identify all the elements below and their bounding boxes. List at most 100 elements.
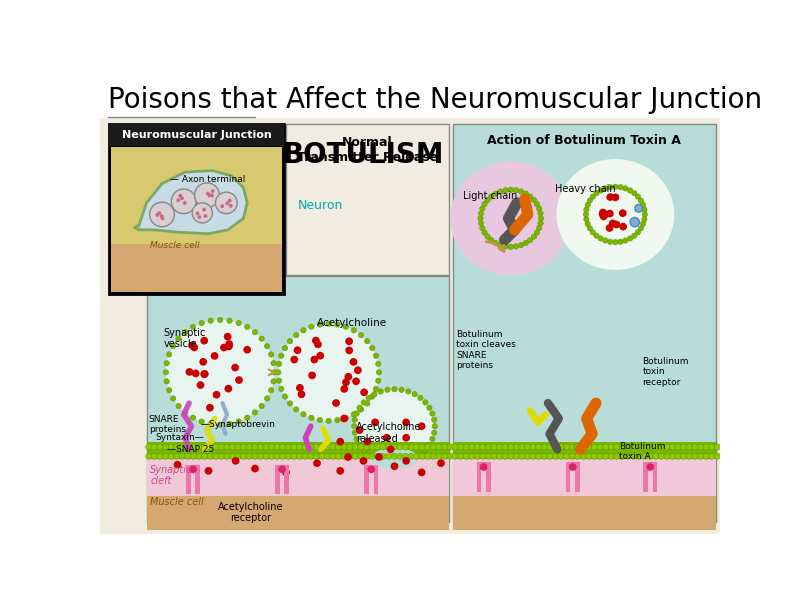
Circle shape — [252, 453, 258, 460]
Circle shape — [436, 453, 442, 460]
Circle shape — [563, 444, 570, 450]
Bar — [110, 124, 284, 146]
Circle shape — [351, 412, 357, 417]
Circle shape — [569, 453, 575, 460]
Circle shape — [264, 396, 270, 401]
Circle shape — [179, 453, 186, 460]
Circle shape — [224, 333, 231, 341]
Circle shape — [618, 239, 623, 244]
Circle shape — [602, 238, 608, 243]
Circle shape — [546, 453, 553, 460]
Circle shape — [419, 453, 426, 460]
Text: Acetylcholine: Acetylcholine — [317, 319, 387, 328]
Circle shape — [336, 438, 344, 445]
Circle shape — [486, 444, 491, 450]
Circle shape — [241, 444, 246, 450]
Circle shape — [201, 370, 209, 378]
Circle shape — [534, 202, 540, 207]
Circle shape — [436, 444, 442, 450]
Circle shape — [162, 453, 169, 460]
Circle shape — [185, 444, 191, 450]
Circle shape — [474, 444, 480, 450]
Circle shape — [341, 444, 347, 450]
Circle shape — [558, 453, 564, 460]
Circle shape — [346, 347, 353, 354]
Circle shape — [482, 230, 487, 235]
Circle shape — [314, 340, 322, 348]
Circle shape — [583, 212, 589, 217]
Bar — [477, 463, 490, 469]
Circle shape — [419, 444, 426, 450]
Circle shape — [463, 453, 470, 460]
Circle shape — [372, 455, 377, 461]
Circle shape — [204, 210, 208, 214]
Circle shape — [351, 424, 357, 429]
Circle shape — [218, 317, 223, 323]
Circle shape — [430, 436, 435, 442]
Circle shape — [196, 211, 200, 215]
Circle shape — [514, 188, 518, 193]
Circle shape — [552, 444, 558, 450]
Bar — [653, 463, 658, 491]
Circle shape — [530, 444, 536, 450]
Text: Action of Botulinum Toxin A: Action of Botulinum Toxin A — [487, 134, 682, 146]
Circle shape — [163, 208, 167, 212]
Circle shape — [186, 368, 194, 376]
Text: Botulinum
toxin A: Botulinum toxin A — [619, 442, 666, 461]
Circle shape — [271, 379, 276, 384]
Circle shape — [380, 453, 386, 460]
Circle shape — [397, 444, 403, 450]
Circle shape — [402, 419, 410, 426]
Circle shape — [594, 233, 599, 238]
Circle shape — [366, 395, 371, 401]
Bar — [566, 463, 570, 491]
Circle shape — [502, 453, 508, 460]
Circle shape — [591, 444, 598, 450]
Circle shape — [346, 337, 353, 345]
Circle shape — [412, 455, 418, 461]
Circle shape — [502, 444, 508, 450]
Circle shape — [541, 453, 547, 460]
Circle shape — [287, 338, 293, 344]
Text: —Synaptobrevin: —Synaptobrevin — [201, 420, 276, 429]
Circle shape — [357, 442, 362, 448]
Circle shape — [392, 386, 398, 392]
Circle shape — [176, 336, 182, 341]
Circle shape — [358, 407, 364, 412]
Circle shape — [251, 464, 259, 472]
Circle shape — [230, 453, 236, 460]
Circle shape — [587, 226, 593, 231]
Circle shape — [585, 221, 590, 227]
Circle shape — [286, 453, 291, 460]
Circle shape — [330, 444, 336, 450]
Circle shape — [231, 364, 239, 371]
Circle shape — [190, 324, 196, 329]
Circle shape — [452, 444, 458, 450]
Circle shape — [358, 444, 364, 450]
Circle shape — [324, 453, 330, 460]
Circle shape — [430, 411, 435, 416]
Circle shape — [194, 183, 219, 208]
Circle shape — [274, 453, 280, 460]
Circle shape — [174, 453, 180, 460]
Circle shape — [188, 341, 196, 349]
Circle shape — [346, 444, 353, 450]
Circle shape — [296, 384, 304, 392]
Circle shape — [508, 244, 514, 250]
Circle shape — [182, 410, 188, 415]
Circle shape — [698, 444, 703, 450]
Circle shape — [630, 444, 637, 450]
Circle shape — [408, 444, 414, 450]
Circle shape — [497, 453, 502, 460]
Circle shape — [157, 453, 163, 460]
Bar — [643, 463, 648, 491]
Circle shape — [232, 457, 239, 464]
Circle shape — [469, 444, 474, 450]
Circle shape — [418, 469, 426, 476]
Bar — [286, 124, 449, 275]
Circle shape — [358, 332, 364, 338]
Circle shape — [531, 197, 537, 203]
Text: Neuron: Neuron — [298, 199, 343, 212]
Circle shape — [619, 223, 627, 230]
Circle shape — [431, 417, 437, 422]
